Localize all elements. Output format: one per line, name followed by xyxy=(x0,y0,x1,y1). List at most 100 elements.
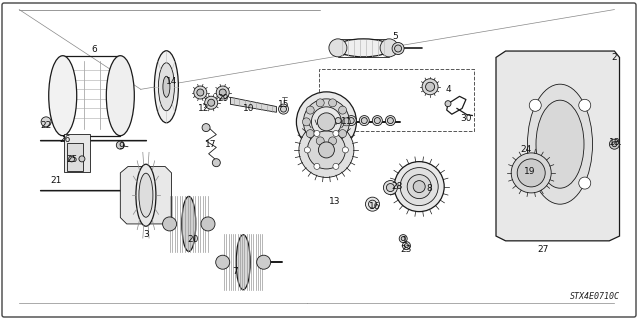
Text: 3: 3 xyxy=(143,230,148,239)
Circle shape xyxy=(305,147,310,153)
Text: 12: 12 xyxy=(198,104,209,113)
Ellipse shape xyxy=(322,118,328,123)
Ellipse shape xyxy=(280,106,287,112)
Ellipse shape xyxy=(387,118,394,123)
Ellipse shape xyxy=(312,107,341,137)
Circle shape xyxy=(529,99,541,111)
Polygon shape xyxy=(496,51,620,241)
Ellipse shape xyxy=(208,99,214,106)
Circle shape xyxy=(333,130,339,137)
Text: 7: 7 xyxy=(233,267,238,276)
Ellipse shape xyxy=(333,115,343,126)
Text: 17: 17 xyxy=(205,140,217,149)
Circle shape xyxy=(202,123,210,132)
Text: 15: 15 xyxy=(278,100,290,109)
Ellipse shape xyxy=(359,115,369,126)
Text: 26: 26 xyxy=(60,135,71,144)
Text: STX4E0710C: STX4E0710C xyxy=(570,293,620,301)
Text: 25: 25 xyxy=(66,155,77,164)
Ellipse shape xyxy=(413,181,425,193)
Text: 27: 27 xyxy=(537,245,548,254)
Text: 28: 28 xyxy=(391,182,403,191)
Ellipse shape xyxy=(362,118,367,123)
Ellipse shape xyxy=(536,100,584,188)
Ellipse shape xyxy=(319,142,334,158)
Ellipse shape xyxy=(163,217,177,231)
Text: 24: 24 xyxy=(520,145,532,154)
Circle shape xyxy=(342,118,351,126)
Ellipse shape xyxy=(154,51,179,123)
Ellipse shape xyxy=(369,200,376,208)
Ellipse shape xyxy=(299,122,354,177)
Ellipse shape xyxy=(612,142,617,147)
Ellipse shape xyxy=(163,76,170,97)
Ellipse shape xyxy=(422,79,438,95)
Ellipse shape xyxy=(136,164,156,226)
Circle shape xyxy=(79,156,85,162)
Circle shape xyxy=(41,117,51,127)
Ellipse shape xyxy=(335,118,341,123)
Ellipse shape xyxy=(317,113,335,131)
Circle shape xyxy=(579,99,591,111)
Ellipse shape xyxy=(303,99,349,145)
Circle shape xyxy=(314,163,320,169)
Text: 13: 13 xyxy=(329,197,340,206)
Polygon shape xyxy=(120,167,172,224)
Ellipse shape xyxy=(374,118,380,123)
Text: 19: 19 xyxy=(524,167,536,176)
Ellipse shape xyxy=(329,39,347,57)
Ellipse shape xyxy=(407,174,431,199)
Circle shape xyxy=(328,99,337,107)
Text: 29: 29 xyxy=(217,94,228,103)
Ellipse shape xyxy=(336,39,391,57)
Ellipse shape xyxy=(511,153,551,193)
Circle shape xyxy=(306,130,314,137)
Ellipse shape xyxy=(372,115,382,126)
Ellipse shape xyxy=(400,167,438,206)
Text: 21: 21 xyxy=(51,176,62,185)
Circle shape xyxy=(445,101,451,107)
Ellipse shape xyxy=(216,255,230,269)
Ellipse shape xyxy=(365,197,380,211)
Ellipse shape xyxy=(220,89,226,96)
Ellipse shape xyxy=(403,241,410,250)
Text: 10: 10 xyxy=(243,104,254,113)
Text: 9: 9 xyxy=(119,142,124,151)
Ellipse shape xyxy=(517,159,545,187)
Polygon shape xyxy=(230,97,276,112)
Ellipse shape xyxy=(320,115,330,126)
Ellipse shape xyxy=(106,56,134,136)
Ellipse shape xyxy=(394,162,444,211)
Ellipse shape xyxy=(399,234,407,243)
Ellipse shape xyxy=(404,244,408,248)
Ellipse shape xyxy=(257,255,271,269)
Ellipse shape xyxy=(348,118,354,123)
Text: 23: 23 xyxy=(401,245,412,254)
Ellipse shape xyxy=(380,39,398,57)
Circle shape xyxy=(306,106,314,114)
Ellipse shape xyxy=(387,183,394,192)
Ellipse shape xyxy=(194,86,207,99)
Ellipse shape xyxy=(401,237,405,241)
Text: 22: 22 xyxy=(40,121,52,130)
Circle shape xyxy=(333,163,339,169)
Circle shape xyxy=(529,177,541,189)
Ellipse shape xyxy=(139,173,153,217)
Ellipse shape xyxy=(307,131,346,169)
Text: 4: 4 xyxy=(445,85,451,94)
Ellipse shape xyxy=(426,82,435,91)
Ellipse shape xyxy=(296,92,356,152)
Ellipse shape xyxy=(527,84,593,204)
Text: 18: 18 xyxy=(609,138,620,147)
Circle shape xyxy=(302,118,310,126)
Circle shape xyxy=(339,130,347,137)
Ellipse shape xyxy=(197,89,204,96)
Circle shape xyxy=(212,159,220,167)
Text: 14: 14 xyxy=(166,77,177,86)
Circle shape xyxy=(314,130,320,137)
Circle shape xyxy=(116,141,124,149)
Text: 6: 6 xyxy=(92,45,97,54)
Ellipse shape xyxy=(182,197,196,251)
Ellipse shape xyxy=(201,217,215,231)
Circle shape xyxy=(316,99,324,107)
